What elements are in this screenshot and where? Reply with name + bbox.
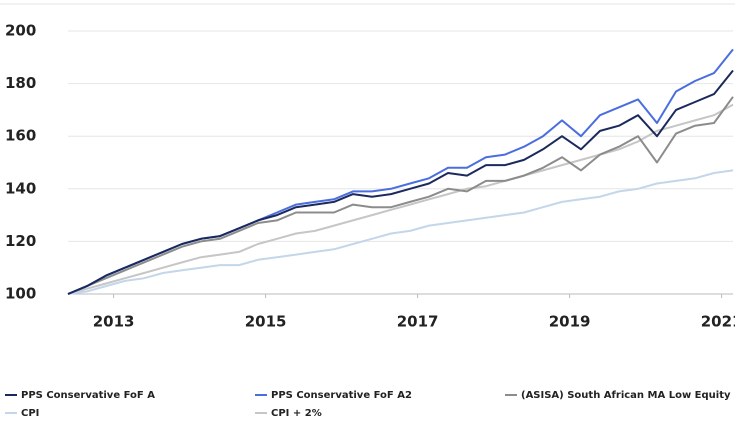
legend-label: CPI xyxy=(21,408,39,419)
x-tick-label: 2015 xyxy=(245,313,287,331)
y-tick-label: 140 xyxy=(5,179,36,197)
x-tick-label: 2019 xyxy=(549,313,591,331)
series-line xyxy=(67,169,734,295)
series-line xyxy=(67,96,734,295)
legend-label: PPS Conservative FoF A2 xyxy=(271,390,412,401)
y-tick-label: 160 xyxy=(5,127,36,145)
x-tick-label: 2013 xyxy=(93,313,135,331)
y-tick-label: 120 xyxy=(5,232,36,250)
y-tick-label: 180 xyxy=(5,74,36,92)
y-tick-label: 200 xyxy=(5,22,36,40)
legend-label: CPI + 2% xyxy=(271,408,322,419)
x-tick-label: 2021 xyxy=(701,313,735,331)
y-tick-label: 100 xyxy=(5,285,36,303)
legend-label: (ASISA) South African MA Low Equity xyxy=(521,390,731,401)
series-line xyxy=(67,48,734,295)
series-line xyxy=(67,103,734,295)
legend-label: PPS Conservative FoF A xyxy=(21,390,155,401)
series-line xyxy=(67,69,734,295)
x-tick-label: 2017 xyxy=(397,313,439,331)
